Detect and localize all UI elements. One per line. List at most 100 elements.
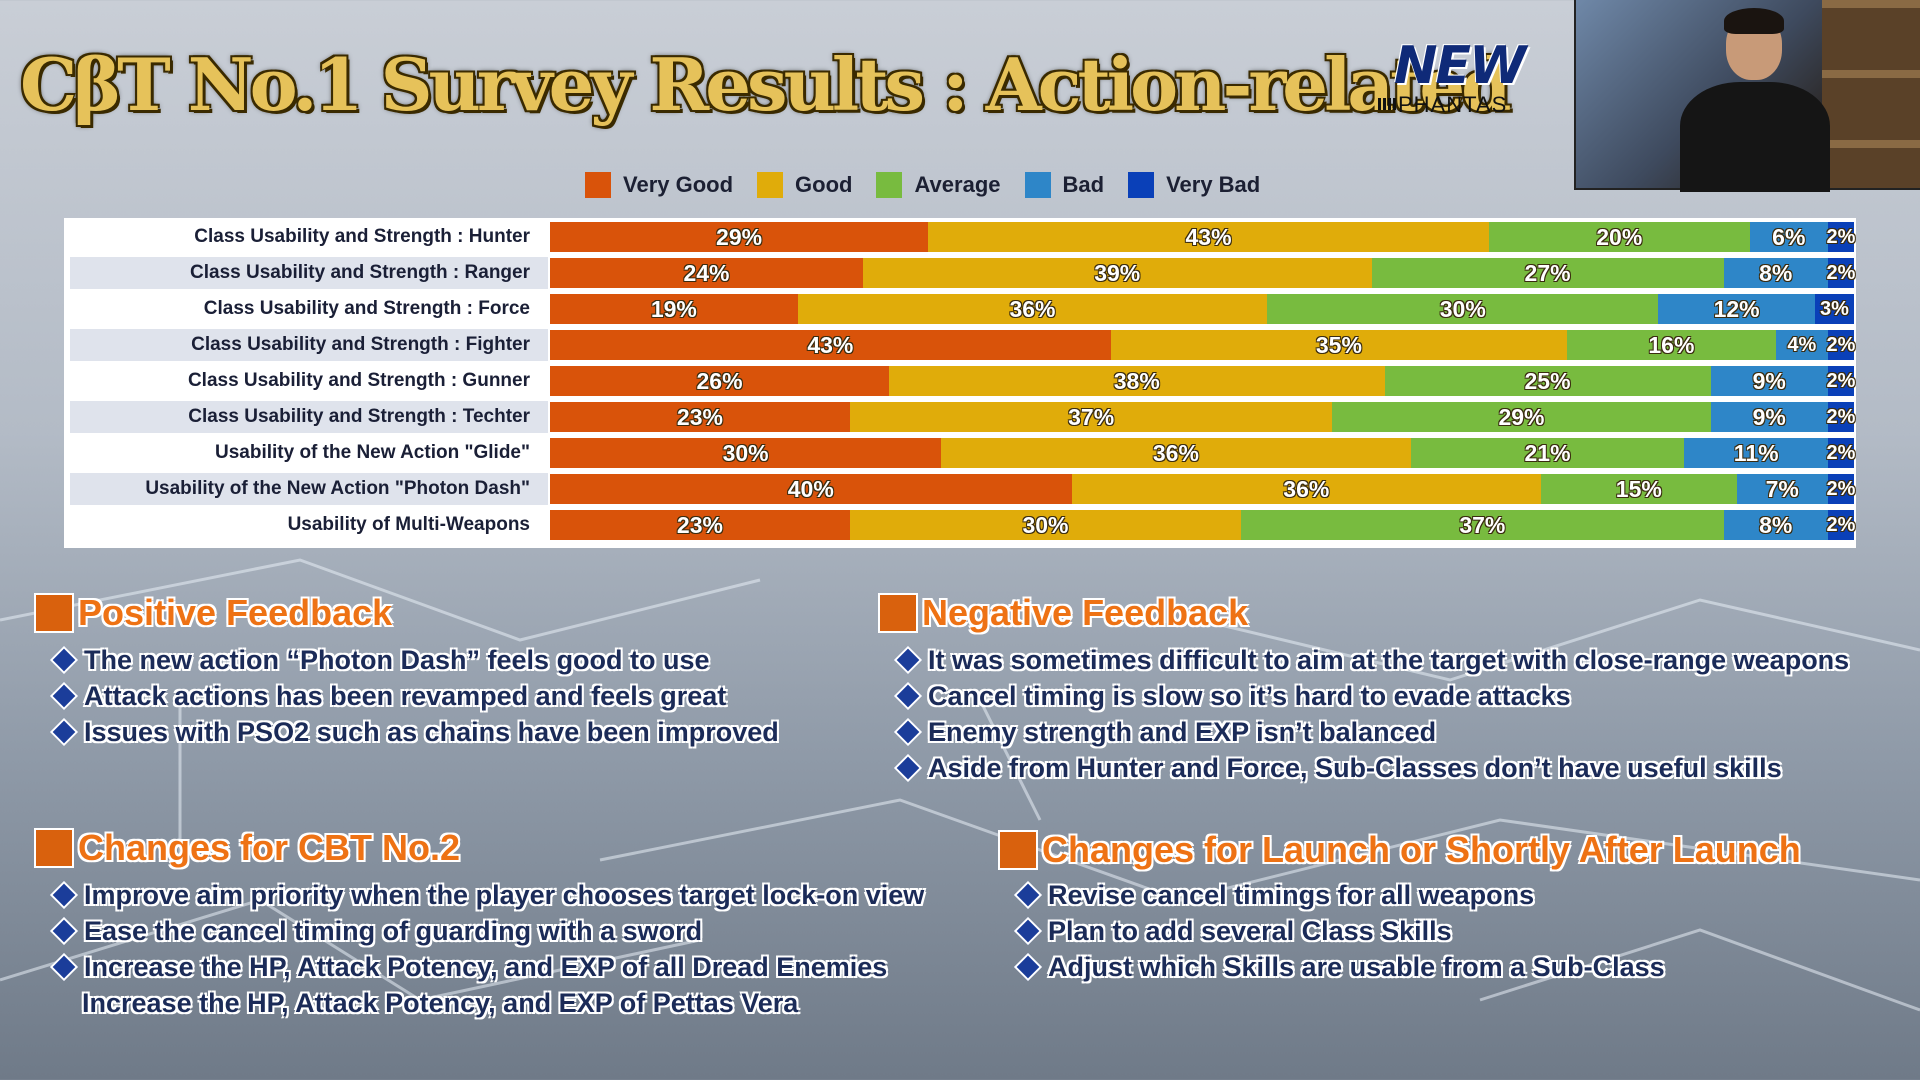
bookshelf <box>1822 0 1920 188</box>
bar-segment: 36% <box>1071 474 1542 504</box>
logo-main-text: NEW <box>1394 36 1526 96</box>
bar-segment: 25% <box>1384 366 1711 396</box>
game-logo: NEW PHANTAS <box>1378 36 1578 120</box>
bar-segment: 7% <box>1736 474 1828 504</box>
bar-segment: 38% <box>889 366 1385 396</box>
bar-segment: 9% <box>1710 402 1828 432</box>
category-label: Class Usability and Strength : Gunner <box>187 370 530 391</box>
bar-segment: 3% <box>1814 294 1854 324</box>
bullet-text: Issues with PSO2 such as chains have bee… <box>84 716 779 747</box>
orange-square-icon <box>34 828 74 868</box>
bullet-text: Ease the cancel timing of guarding with … <box>84 915 703 946</box>
diamond-bullet-icon <box>893 717 923 747</box>
legend-item: Average <box>876 172 1001 198</box>
bar-segment: 36% <box>941 438 1411 468</box>
bullet-item: Increase the HP, Attack Potency, and EXP… <box>48 949 924 985</box>
bullet-text: Attack actions has been revamped and fee… <box>84 680 727 711</box>
category-label: Class Usability and Strength : Force <box>203 298 530 319</box>
bullet-text: It was sometimes difficult to aim at the… <box>928 644 1850 675</box>
page-title: CβT No.1 Survey Results : Action-related <box>20 42 1511 127</box>
bar-segment: 8% <box>1723 510 1828 540</box>
diamond-bullet-icon <box>1013 916 1043 946</box>
bullet-item: Cancel timing is slow so it’s hard to ev… <box>892 678 1849 714</box>
bar-segment: 8% <box>1723 258 1828 288</box>
bar-segment: 2% <box>1827 366 1855 396</box>
legend-label: Good <box>795 172 853 197</box>
bullet-item: Aside from Hunter and Force, Sub-Classes… <box>892 750 1849 786</box>
bar-segment: 24% <box>550 258 863 288</box>
bar-segment: 20% <box>1488 222 1750 252</box>
negative-feedback-title: Negative Feedback <box>922 592 1249 633</box>
positive-feedback-title: Positive Feedback <box>78 592 393 633</box>
bullet-item: It was sometimes difficult to aim at the… <box>892 642 1849 678</box>
bar-segment: 11% <box>1684 438 1828 468</box>
legend-label: Very Bad <box>1166 172 1261 197</box>
bar-segment: 30% <box>550 438 942 468</box>
logo-bars-icon <box>1378 98 1396 110</box>
bullet-item: Ease the cancel timing of guarding with … <box>48 913 924 949</box>
category-label: Class Usability and Strength : Ranger <box>70 257 548 289</box>
bar-segment: 43% <box>928 222 1489 252</box>
positive-feedback-heading: Positive Feedback <box>34 589 392 637</box>
bullet-item: Issues with PSO2 such as chains have bee… <box>48 714 779 750</box>
diamond-bullet-icon <box>49 916 79 946</box>
bar-segment: 37% <box>1241 510 1724 540</box>
category-label: Class Usability and Strength : Techter <box>70 401 548 433</box>
diamond-bullet-icon <box>49 645 79 675</box>
negative-feedback-heading: Negative Feedback <box>878 589 1248 637</box>
bar-segment: 2% <box>1827 222 1855 252</box>
legend-label: Very Good <box>623 172 734 197</box>
diamond-bullet-icon <box>49 880 79 910</box>
cbt2-changes-heading: Changes for CBT No.2 <box>34 824 460 872</box>
bar-segment: 43% <box>550 330 1111 360</box>
bar-segment: 21% <box>1410 438 1685 468</box>
bar-segment: 16% <box>1567 330 1776 360</box>
diamond-bullet-icon <box>49 717 79 747</box>
presenter-body <box>1680 82 1830 192</box>
legend-item: Good <box>757 172 852 198</box>
category-label: Class Usability and Strength : Fighter <box>70 329 548 361</box>
diamond-bullet-icon <box>1013 952 1043 982</box>
legend-item: Bad <box>1024 172 1104 198</box>
presenter-video-feed <box>1574 0 1920 192</box>
legend-swatch <box>876 172 903 198</box>
category-label: Class Usability and Strength : Hunter <box>194 226 530 247</box>
logo-sub-text: PHANTAS <box>1398 92 1508 117</box>
bar-segment: 2% <box>1827 330 1855 360</box>
chart-legend: Very Good Good Average Bad Very Bad <box>585 172 1284 198</box>
legend-swatch <box>585 172 611 198</box>
bar-segment: 6% <box>1749 222 1828 252</box>
bar-row: 26% 38% 25% 9% 2% <box>550 366 1855 396</box>
legend-label: Average <box>914 172 1001 197</box>
category-label: Usability of the New Action "Photon Dash… <box>70 473 548 505</box>
bullet-item: Adjust which Skills are usable from a Su… <box>1012 949 1665 985</box>
bar-segment: 2% <box>1827 438 1855 468</box>
bullet-item: Plan to add several Class Skills <box>1012 913 1665 949</box>
bar-segment: 15% <box>1541 474 1737 504</box>
bar-row: 29% 43% 20% 6% 2% <box>550 222 1855 252</box>
bar-row: 30% 36% 21% 11% 2% <box>550 438 1855 468</box>
bullet-text: Aside from Hunter and Force, Sub-Classes… <box>928 752 1782 783</box>
diamond-bullet-icon <box>49 681 79 711</box>
bar-segment: 2% <box>1827 510 1855 540</box>
bar-segment: 29% <box>550 222 929 252</box>
negative-feedback-list: It was sometimes difficult to aim at the… <box>892 642 1849 786</box>
bullet-text: Improve aim priority when the player cho… <box>84 879 925 910</box>
bar-row: 40% 36% 15% 7% 2% <box>550 474 1855 504</box>
bullet-item: Revise cancel timings for all weapons <box>1012 877 1665 913</box>
bar-row: 23% 30% 37% 8% 2% <box>550 510 1855 540</box>
legend-swatch <box>757 172 784 198</box>
bar-segment: 9% <box>1710 366 1828 396</box>
diamond-bullet-icon <box>49 952 79 982</box>
bar-segment: 37% <box>849 402 1333 432</box>
launch-changes-title: Changes for Launch or Shortly After Laun… <box>1042 829 1801 870</box>
stacked-bar-chart: Class Usability and Strength : Hunter 29%… <box>64 218 1856 548</box>
cbt2-changes-title: Changes for CBT No.2 <box>78 827 461 868</box>
bullet-text: Revise cancel timings for all weapons <box>1048 879 1535 910</box>
bar-segment: 39% <box>862 258 1372 288</box>
bullet-item: Improve aim priority when the player cho… <box>48 877 924 913</box>
bullet-item: Enemy strength and EXP isn’t balanced <box>892 714 1849 750</box>
diamond-bullet-icon <box>893 753 923 783</box>
bar-segment: 27% <box>1371 258 1724 288</box>
orange-square-icon <box>878 593 918 633</box>
